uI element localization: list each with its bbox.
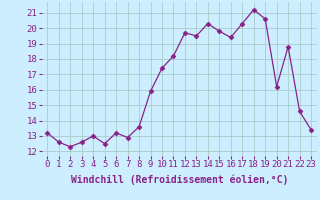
- X-axis label: Windchill (Refroidissement éolien,°C): Windchill (Refroidissement éolien,°C): [70, 175, 288, 185]
